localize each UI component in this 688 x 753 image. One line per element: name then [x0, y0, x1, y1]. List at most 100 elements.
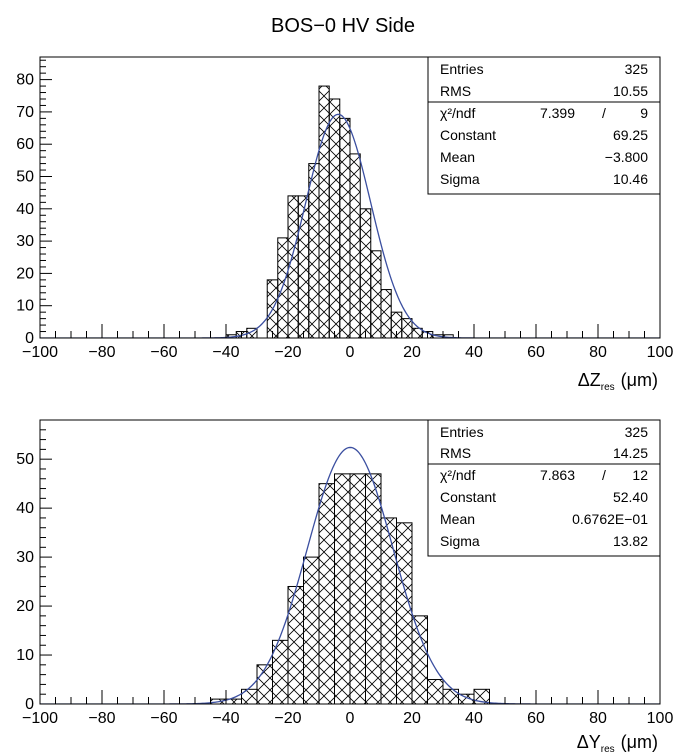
- y-tick-label: 0: [25, 330, 34, 347]
- x-tick-label: 40: [465, 710, 483, 727]
- y-tick-label: 50: [16, 169, 34, 186]
- x-axis-label-subscript: res: [601, 744, 615, 753]
- y-tick-label: 70: [16, 104, 34, 121]
- y-tick-label: 30: [16, 233, 34, 250]
- histogram-bin: [297, 195, 310, 338]
- y-axis-ticks: 0 10 20 30 40 50 60 70 80: [16, 59, 52, 347]
- stats-sigma-label: Sigma: [440, 171, 480, 187]
- stats-constant-label: Constant: [440, 127, 496, 143]
- x-tick-label: −20: [274, 710, 301, 727]
- stats-rms-label: RMS: [440, 83, 471, 99]
- x-tick-label: 20: [403, 344, 421, 361]
- x-tick-label: −60: [150, 710, 177, 727]
- histogram-bin: [334, 473, 351, 704]
- gaussian-fit-curve: [40, 113, 660, 338]
- stats-sigma-value: 13.82: [613, 533, 648, 549]
- x-axis-label-symbol: ΔY: [577, 732, 601, 752]
- x-tick-label: 20: [403, 710, 421, 727]
- stats-chi2-ndf: 9: [640, 105, 648, 121]
- x-axis-label-unit: (μm): [621, 370, 658, 390]
- figure-title: BOS−0 HV Side: [271, 15, 415, 37]
- histogram-bin: [349, 153, 361, 338]
- x-tick-label: 80: [589, 344, 607, 361]
- x-tick-label: −60: [150, 344, 177, 361]
- y-tick-label: 0: [25, 696, 34, 713]
- stats-sigma-value: 10.46: [613, 171, 648, 187]
- stats-chi2-label: χ²/ndf: [440, 105, 475, 121]
- y-tick-label: 20: [16, 265, 34, 282]
- stats-entries-label: Entries: [440, 424, 484, 440]
- x-tick-label: −40: [212, 710, 239, 727]
- histogram-bin: [401, 318, 413, 338]
- x-tick-label: −100: [22, 710, 58, 727]
- histogram-bin: [427, 679, 444, 704]
- x-tick-label: 60: [527, 344, 545, 361]
- x-axis-label: ΔYres (μm): [577, 732, 658, 753]
- histogram-bin: [318, 85, 330, 338]
- histogram-bin: [339, 117, 351, 338]
- x-axis-label-symbol: ΔZ: [578, 370, 601, 390]
- stats-rms-value: 14.25: [613, 445, 648, 461]
- histogram-bin: [365, 473, 382, 704]
- y-tick-label: 80: [16, 72, 34, 89]
- histogram-bin: [256, 664, 273, 704]
- y-tick-label: 40: [16, 201, 34, 218]
- x-axis-ticks: −100 −80 −60 −40 −20 0 20 40 60 80 100: [22, 690, 673, 727]
- stats-mean-label: Mean: [440, 149, 475, 165]
- histogram-bin: [370, 250, 382, 338]
- histogram-bin: [287, 585, 304, 704]
- histogram-bin: [328, 98, 341, 338]
- histogram-bin: [277, 237, 289, 338]
- stats-sigma-label: Sigma: [440, 533, 480, 549]
- y-tick-label: 30: [16, 549, 34, 566]
- histogram-bin: [349, 473, 366, 704]
- histogram-bin: [359, 208, 372, 338]
- y-tick-label: 50: [16, 451, 34, 468]
- stats-mean-label: Mean: [440, 511, 475, 527]
- stats-constant-value: 69.25: [613, 127, 648, 143]
- x-tick-label: 0: [346, 344, 355, 361]
- x-tick-label: 0: [346, 710, 355, 727]
- stats-mean-value: −3.800: [605, 149, 648, 165]
- histogram-bin: [380, 517, 397, 704]
- x-tick-label: −80: [88, 344, 115, 361]
- histogram-bars: [210, 473, 490, 704]
- x-tick-label: −40: [212, 344, 239, 361]
- x-tick-label: −100: [22, 344, 58, 361]
- gaussian-fit-curve: [40, 446, 660, 704]
- stats-chi2-value: 7.399: [540, 105, 575, 121]
- stats-chi2-label: χ²/ndf: [440, 467, 475, 483]
- y-tick-label: 10: [16, 298, 34, 315]
- stats-entries-value: 325: [625, 424, 649, 440]
- histogram-bin: [308, 163, 320, 338]
- stats-chi2-separator: /: [602, 467, 606, 483]
- x-tick-label: 100: [647, 710, 674, 727]
- stats-constant-value: 52.40: [613, 489, 648, 505]
- stats-entries-label: Entries: [440, 61, 484, 77]
- stats-mean-value: 0.6762E−01: [572, 511, 648, 527]
- x-axis-label-subscript: res: [601, 382, 615, 393]
- x-tick-label: −80: [88, 710, 115, 727]
- stats-chi2-ndf: 12: [632, 467, 648, 483]
- histogram-bin: [396, 522, 413, 704]
- panel-2-dy-histogram: −100 −80 −60 −40 −20 0 20 40 60 80 100 0 10 20 30 40 50…: [16, 419, 673, 753]
- stats-box: Entries 325 RMS 14.25 χ²/ndf 7.863 / 12 …: [427, 419, 661, 557]
- x-tick-label: 60: [527, 710, 545, 727]
- stats-chi2-value: 7.863: [540, 467, 575, 483]
- y-tick-label: 10: [16, 647, 34, 664]
- x-axis-label: ΔZres (μm): [578, 370, 658, 393]
- histogram-bin: [380, 289, 392, 338]
- histogram-bin: [411, 615, 428, 704]
- stats-rms-label: RMS: [440, 445, 471, 461]
- stats-rms-value: 10.55: [613, 83, 648, 99]
- x-tick-label: 100: [647, 344, 674, 361]
- y-tick-label: 20: [16, 598, 34, 615]
- x-axis-ticks: −100 −80 −60 −40 −20 0 20 40 60 80 100: [22, 324, 673, 361]
- x-tick-label: 40: [465, 344, 483, 361]
- y-tick-label: 60: [16, 136, 34, 153]
- x-tick-label: 80: [589, 710, 607, 727]
- stats-constant-label: Constant: [440, 489, 496, 505]
- x-tick-label: −20: [274, 344, 301, 361]
- histogram-bars: [225, 85, 454, 338]
